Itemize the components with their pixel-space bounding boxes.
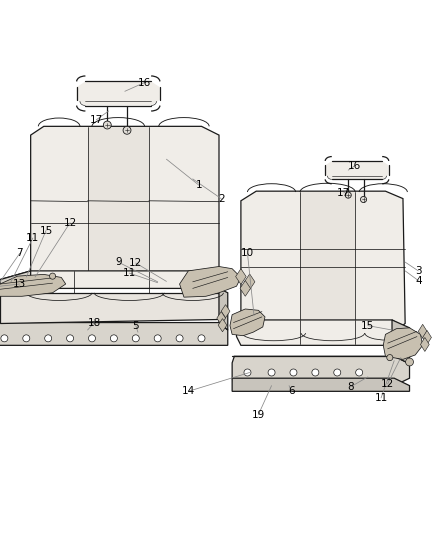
Text: 13: 13	[13, 279, 26, 289]
Text: 2: 2	[218, 193, 225, 204]
Polygon shape	[236, 269, 246, 285]
Circle shape	[198, 335, 205, 342]
Polygon shape	[241, 191, 405, 334]
Circle shape	[123, 126, 131, 134]
Polygon shape	[232, 378, 410, 391]
Circle shape	[268, 369, 275, 376]
Circle shape	[103, 121, 111, 129]
Polygon shape	[230, 309, 265, 336]
Polygon shape	[325, 161, 389, 179]
Circle shape	[345, 192, 351, 198]
Text: 9: 9	[115, 257, 122, 267]
Text: 11: 11	[374, 393, 388, 403]
Polygon shape	[88, 127, 149, 286]
Polygon shape	[0, 271, 219, 293]
Polygon shape	[392, 345, 410, 364]
Circle shape	[45, 335, 52, 342]
Polygon shape	[418, 324, 427, 338]
Polygon shape	[0, 271, 31, 322]
Polygon shape	[300, 192, 355, 333]
Circle shape	[132, 335, 139, 342]
Text: 12: 12	[64, 217, 77, 228]
Polygon shape	[237, 320, 405, 345]
Text: 15: 15	[39, 225, 53, 236]
Text: 5: 5	[132, 321, 139, 330]
Circle shape	[67, 335, 74, 342]
Text: 12: 12	[129, 258, 142, 268]
Circle shape	[49, 273, 56, 279]
Text: 11: 11	[26, 233, 39, 243]
Circle shape	[334, 369, 341, 376]
Circle shape	[356, 369, 363, 376]
Circle shape	[387, 354, 393, 361]
Circle shape	[290, 369, 297, 376]
Circle shape	[176, 335, 183, 342]
Polygon shape	[31, 126, 219, 288]
Polygon shape	[0, 274, 66, 296]
Text: 18: 18	[88, 318, 101, 328]
Text: 10: 10	[241, 248, 254, 259]
Polygon shape	[180, 266, 241, 297]
Circle shape	[154, 335, 161, 342]
Text: 1: 1	[196, 181, 203, 190]
Text: 16: 16	[138, 77, 151, 87]
Text: 8: 8	[347, 382, 354, 392]
Text: 14: 14	[182, 386, 195, 397]
Text: 17: 17	[90, 115, 103, 125]
Text: 12: 12	[381, 379, 394, 389]
Text: 17: 17	[337, 188, 350, 198]
Polygon shape	[232, 356, 410, 386]
Text: 6: 6	[288, 386, 295, 397]
Polygon shape	[244, 274, 255, 290]
Polygon shape	[0, 293, 219, 324]
Text: 16: 16	[348, 161, 361, 171]
Polygon shape	[392, 320, 410, 352]
Text: 11: 11	[123, 268, 136, 278]
Polygon shape	[0, 322, 228, 345]
Circle shape	[406, 358, 413, 366]
Circle shape	[244, 369, 251, 376]
Polygon shape	[240, 280, 251, 296]
Polygon shape	[217, 312, 226, 325]
Text: 7: 7	[16, 248, 23, 259]
Polygon shape	[423, 330, 431, 344]
Polygon shape	[221, 304, 230, 318]
Circle shape	[1, 335, 8, 342]
Text: 3: 3	[415, 266, 422, 276]
Circle shape	[88, 335, 95, 342]
Circle shape	[23, 335, 30, 342]
Circle shape	[110, 335, 117, 342]
Text: 19: 19	[252, 409, 265, 419]
Polygon shape	[218, 319, 227, 332]
Polygon shape	[219, 288, 228, 330]
Polygon shape	[77, 82, 160, 106]
Text: 4: 4	[415, 276, 422, 286]
Polygon shape	[420, 337, 429, 351]
Polygon shape	[383, 328, 423, 359]
Text: 15: 15	[361, 321, 374, 330]
Circle shape	[312, 369, 319, 376]
Circle shape	[360, 197, 367, 203]
